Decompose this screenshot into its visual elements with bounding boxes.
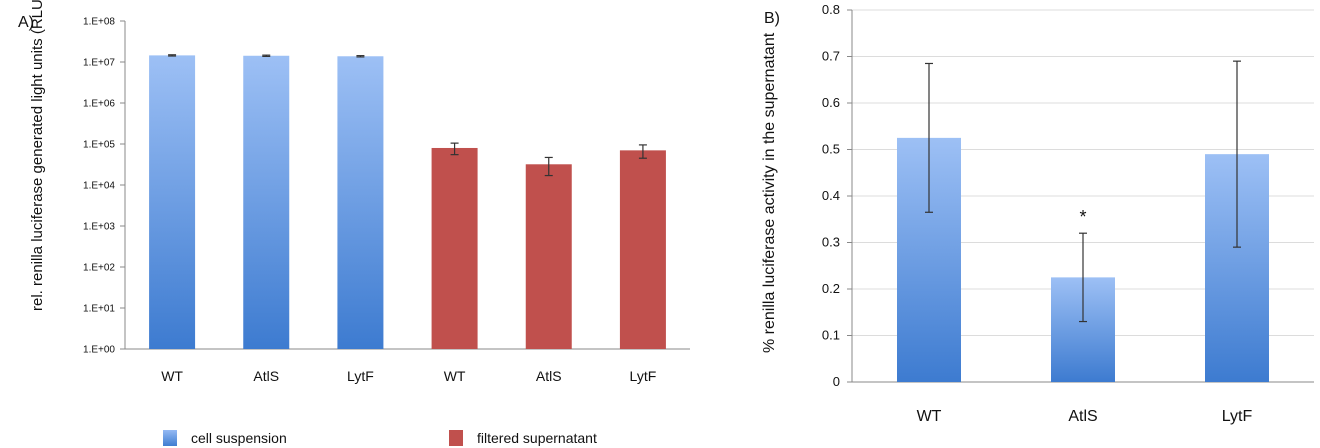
- panel-b-label: B): [764, 10, 780, 27]
- legend-swatch-cell-suspension: [163, 430, 177, 446]
- chart-b-y-tick-label: 0.8: [822, 2, 840, 17]
- chart-a-y-tick-label: 1.E+04: [83, 181, 115, 192]
- chart-a-x-tick-label: WT: [444, 368, 466, 384]
- chart-b-y-tick-label: 0.2: [822, 281, 840, 296]
- chart-b-x-tick-label: LytF: [1222, 408, 1253, 425]
- chart-a-bar: [243, 55, 290, 350]
- chart-a-x-tick-label: LytF: [347, 368, 374, 384]
- chart-a-bar: [149, 55, 196, 349]
- chart-a-bar: [619, 150, 666, 349]
- chart-b-x-tick-label: WT: [917, 408, 942, 425]
- chart-a-y-tick-label: 1.E+08: [83, 17, 115, 28]
- chart-a-x-tick-label: LytF: [630, 368, 657, 384]
- chart-a-x-tick-label: WT: [161, 368, 183, 384]
- chart-b-y-tick-label: 0.5: [822, 142, 840, 157]
- chart-a-x-tick-label: AtlS: [253, 368, 279, 384]
- chart-a-bar: [337, 56, 384, 350]
- legend-label-cell-suspension: cell suspension: [191, 430, 287, 446]
- chart-b-plot: 0 0.1 0.2 0.3 0.4 0.5 0.6 0.7 0.8 WT AtlS * LytF: [822, 2, 1314, 425]
- chart-a-y-tick-label: 1.E+02: [83, 263, 115, 274]
- chart-b-y-tick-label: 0.7: [822, 49, 840, 64]
- chart-a-y-tick-label: 1.E+01: [83, 304, 115, 315]
- chart-b-y-tick-label: 0.3: [822, 235, 840, 250]
- chart-a-x-tick-label: AtlS: [536, 368, 562, 384]
- chart-a-bar: [525, 164, 572, 349]
- chart-b-y-axis-label: % renilla luciferase activity in the sup…: [761, 32, 778, 353]
- legend-item-filtered-supernatant: filtered supernatant: [449, 428, 597, 448]
- legend-swatch-filtered-supernatant: [449, 430, 463, 446]
- chart-a-y-tick-label: 1.E+05: [83, 140, 115, 151]
- chart-b-significance-marker: *: [1079, 207, 1086, 227]
- chart-a-y-tick-label: 1.E+06: [83, 99, 115, 110]
- chart-a-bar: [431, 147, 478, 349]
- panel-a-label: A): [18, 14, 34, 31]
- chart-b-y-tick-label: 0: [833, 374, 840, 389]
- chart-a-y-tick-label: 1.E+03: [83, 222, 115, 233]
- chart-a-y-tick-label: 1.E+07: [83, 58, 115, 69]
- chart-b-y-tick-label: 0.4: [822, 188, 840, 203]
- chart-a-y-axis-label: rel. renilla luciferase generated light …: [29, 0, 46, 311]
- legend-label-filtered-supernatant: filtered supernatant: [477, 430, 597, 446]
- chart-b-x-tick-label: AtlS: [1068, 408, 1097, 425]
- legend-item-cell-suspension: cell suspension: [163, 428, 287, 448]
- chart-a-plot: 1.E+00 1.E+01 1.E+02 1.E+03 1.E+04 1.E+05 1.E+…: [83, 17, 690, 384]
- chart-b-y-tick-label: 0.1: [822, 328, 840, 343]
- chart-b-y-tick-label: 0.6: [822, 95, 840, 110]
- chart-a-y-tick-label: 1.E+00: [83, 345, 115, 356]
